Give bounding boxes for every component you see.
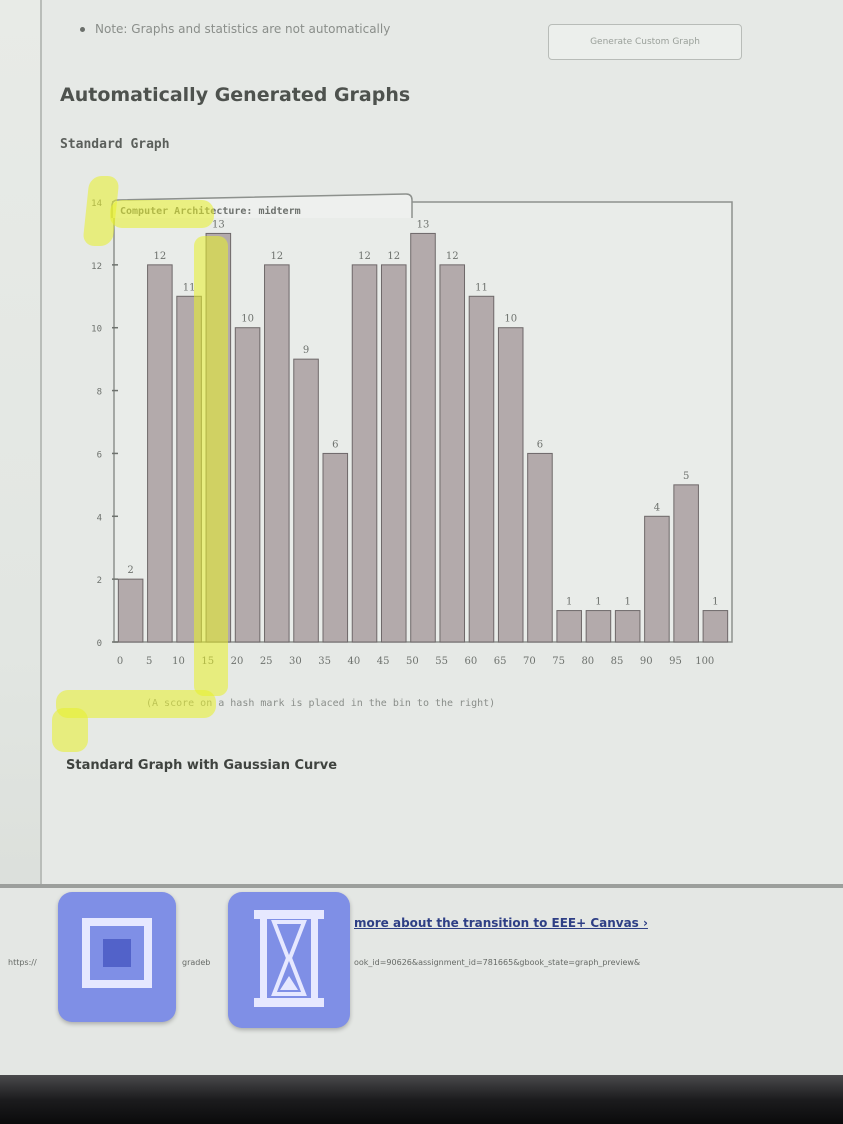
- highlighter-mark-bottom-tail: [52, 708, 88, 752]
- y-tick-label: 6: [97, 450, 102, 460]
- histogram-bar: [380, 264, 407, 643]
- histogram-bar: [614, 610, 641, 643]
- x-tick-label: 75: [552, 656, 565, 667]
- bar-value-label: 1: [624, 597, 630, 608]
- bar-value-label: 12: [446, 251, 459, 262]
- x-tick-label: 30: [289, 656, 302, 667]
- x-tick-label: 65: [494, 656, 507, 667]
- y-tick-label: 8: [97, 388, 102, 398]
- x-tick-label: 100: [695, 656, 714, 667]
- x-tick-label: 10: [172, 656, 185, 667]
- transition-banner-link[interactable]: more about the transition to EEE+ Canvas…: [354, 916, 648, 930]
- bar-value-label: 12: [153, 251, 166, 262]
- x-tick-label: 85: [611, 656, 624, 667]
- stop-button[interactable]: [58, 892, 176, 1022]
- bar-value-label: 10: [504, 314, 517, 325]
- histogram-chart: 02468101214 2121113101296121213121110611…: [91, 193, 733, 667]
- hourglass-icon: [254, 910, 324, 1007]
- highlighter-mark-vertical: [194, 236, 228, 696]
- histogram-bar: [527, 452, 553, 643]
- monitor-bezel: [0, 1075, 843, 1124]
- histogram-bar: [702, 610, 729, 643]
- x-tick-label: 60: [464, 656, 477, 667]
- note-text: Note: Graphs and statistics are not auto…: [95, 22, 391, 36]
- status-url-left: https://: [8, 958, 37, 967]
- histogram-bar: [264, 264, 290, 643]
- hourglass-button[interactable]: [228, 892, 350, 1028]
- y-tick-label: 12: [91, 262, 102, 272]
- x-tick-label: 80: [581, 656, 594, 667]
- histogram-bar: [117, 578, 144, 643]
- status-url-right: ook_id=90626&assignment_id=781665&gbook_…: [354, 958, 641, 967]
- histogram-bar: [351, 264, 378, 643]
- bar-value-label: 12: [387, 251, 400, 262]
- bar-value-label: 4: [654, 502, 660, 513]
- x-tick-label: 35: [318, 656, 331, 667]
- x-tick-label: 55: [435, 656, 448, 667]
- y-tick-label: 10: [91, 325, 102, 335]
- screen: Note: Graphs and statistics are not auto…: [0, 0, 843, 1075]
- x-tick-label: 45: [377, 656, 390, 667]
- histogram-bar: [644, 515, 670, 643]
- y-tick-label: 0: [97, 639, 102, 649]
- x-tick-label: 20: [231, 656, 244, 667]
- histogram-bar: [556, 610, 582, 643]
- y-tick-label: 4: [97, 513, 102, 523]
- chart-footnote: (A score on a hash mark is placed in the…: [146, 698, 496, 709]
- bar-value-label: 6: [332, 439, 338, 450]
- bar-value-label: 12: [358, 251, 371, 262]
- histogram-bar: [234, 327, 261, 643]
- bar-value-label: 13: [417, 219, 430, 230]
- bar-value-label: 13: [212, 219, 225, 230]
- x-tick-label: 90: [640, 656, 653, 667]
- stop-square-icon: [82, 918, 152, 988]
- bar-value-label: 1: [712, 597, 718, 608]
- histogram-bar: [410, 232, 436, 643]
- bar-value-label: 6: [537, 439, 543, 450]
- bar-value-label: 11: [183, 282, 196, 293]
- histogram-bar: [468, 295, 495, 643]
- bar-value-label: 9: [303, 345, 309, 356]
- gaussian-graph-heading: Standard Graph with Gaussian Curve: [66, 758, 338, 773]
- histogram-bar: [497, 327, 524, 643]
- x-tick-label: 40: [348, 656, 361, 667]
- histogram-bar: [293, 358, 319, 643]
- highlighter-mark-top-arm: [110, 200, 214, 228]
- x-tick-label: 5: [146, 656, 152, 667]
- histogram-bar: [585, 610, 612, 643]
- x-tick-label: 25: [260, 656, 273, 667]
- footer-divider: [0, 884, 843, 888]
- generate-custom-graph-button[interactable]: Generate Custom Graph: [548, 24, 742, 60]
- y-tick-label: 2: [97, 576, 102, 586]
- bar-value-label: 12: [270, 251, 283, 262]
- x-tick-label: 50: [406, 656, 419, 667]
- bar-value-label: 1: [595, 597, 601, 608]
- bullet-icon: [80, 27, 85, 32]
- x-tick-label: 70: [523, 656, 536, 667]
- status-url-mid: gradeb: [182, 958, 211, 967]
- x-tick-label: 95: [669, 656, 682, 667]
- histogram-bar: [439, 264, 466, 643]
- bar-value-label: 10: [241, 314, 254, 325]
- histogram-bar: [322, 452, 349, 643]
- histogram-bar: [147, 264, 173, 643]
- note-list-item: Note: Graphs and statistics are not auto…: [80, 22, 390, 36]
- bar-value-label: 2: [127, 565, 133, 576]
- x-axis: 0510152025303540455055606570758085909510…: [117, 656, 714, 667]
- bar-value-label: 11: [475, 282, 488, 293]
- bar-value-label: 5: [683, 471, 689, 482]
- x-tick-label: 0: [117, 656, 123, 667]
- histogram-bar: [673, 484, 699, 643]
- standard-graph-heading: Standard Graph: [60, 137, 170, 152]
- bar-value-label: 1: [566, 597, 572, 608]
- section-heading: Automatically Generated Graphs: [60, 84, 411, 106]
